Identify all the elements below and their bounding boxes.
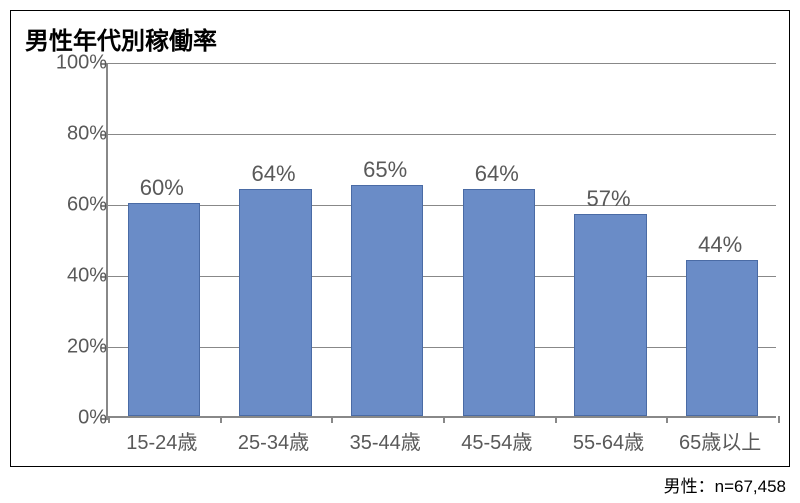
- gridline: [108, 276, 776, 277]
- gridline: [108, 63, 776, 64]
- x-tick-mark: [778, 416, 780, 423]
- x-axis-label: 15-24歳: [126, 426, 197, 455]
- x-axis-label: 35-44歳: [350, 426, 421, 455]
- bar-value-label: 64%: [251, 161, 295, 187]
- x-axis-label: 65歳以上: [679, 426, 761, 455]
- x-tick-mark: [666, 416, 668, 423]
- x-tick-mark: [220, 416, 222, 423]
- x-tick-mark: [108, 416, 110, 423]
- x-tick-mark: [443, 416, 445, 423]
- x-axis-label: 55-64歳: [573, 426, 644, 455]
- gridline: [108, 205, 776, 206]
- bar-value-label: 57%: [586, 186, 630, 212]
- bar-value-label: 60%: [140, 175, 184, 201]
- bar-value-label: 44%: [698, 232, 742, 258]
- x-axis-label: 25-34歳: [238, 426, 309, 455]
- footer-note: 男性：n=67,458: [664, 472, 786, 497]
- bar-value-label: 64%: [475, 161, 519, 187]
- bar: [574, 214, 647, 416]
- bar: [686, 260, 759, 416]
- y-axis-label: 40%: [27, 265, 107, 288]
- gridline: [108, 134, 776, 135]
- bar: [128, 203, 201, 416]
- y-axis-label: 80%: [27, 123, 107, 146]
- y-axis-label: 60%: [27, 194, 107, 217]
- y-axis-label: 20%: [27, 336, 107, 359]
- x-tick-mark: [331, 416, 333, 423]
- x-tick-mark: [555, 416, 557, 423]
- x-axis-label: 45-54歳: [461, 426, 532, 455]
- bar: [463, 189, 536, 416]
- plot-area: [106, 63, 776, 418]
- y-axis-label: 0%: [27, 407, 107, 430]
- bar-value-label: 65%: [363, 157, 407, 183]
- bar: [239, 189, 312, 416]
- bar: [351, 185, 424, 416]
- y-axis-label: 100%: [27, 52, 107, 75]
- gridline: [108, 347, 776, 348]
- chart-container: 男性年代別稼働率 0%20%40%60%80%100%60%15-24歳64%2…: [10, 10, 790, 467]
